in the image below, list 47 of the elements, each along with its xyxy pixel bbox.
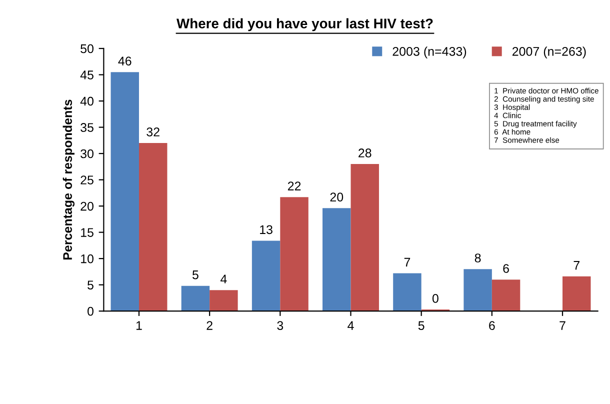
data-label: 28 — [358, 148, 372, 158]
x-tick-label: 4 — [348, 321, 354, 330]
y-tick-label: 0 — [88, 306, 94, 316]
y-tick-label: 25 — [80, 176, 94, 184]
y-axis-title: Percentage of respondents — [62, 100, 75, 260]
data-label: 7 — [404, 258, 410, 267]
x-tick-label: 5 — [418, 321, 424, 330]
bar — [492, 280, 520, 312]
y-tick-label: 50 — [80, 44, 94, 54]
data-label: 13 — [260, 225, 272, 234]
data-label: 32 — [146, 128, 160, 136]
chart-title: Where did you have your last HIV test? — [176, 18, 433, 32]
y-tick-label: 40 — [80, 96, 94, 106]
data-label: 4 — [220, 274, 227, 284]
data-label: 7 — [574, 261, 580, 270]
data-label: 22 — [288, 182, 301, 190]
bar — [138, 143, 168, 312]
x-tick-label: 6 — [489, 321, 495, 330]
y-tick-label: 45 — [80, 70, 94, 80]
data-label: 8 — [474, 254, 481, 262]
bar — [464, 269, 492, 312]
bar — [210, 290, 238, 312]
y-tick-label: 15 — [81, 228, 94, 237]
data-label: 5 — [192, 270, 198, 280]
bar — [393, 273, 422, 312]
y-tick-label: 35 — [80, 123, 94, 132]
x-tick-label: 2 — [206, 321, 212, 330]
legend-label: 2003 (n=433) — [392, 46, 466, 58]
x-tick-label: 1 — [136, 321, 142, 330]
y-tick-label: 10 — [81, 254, 94, 264]
y-tick-label: 30 — [80, 149, 94, 158]
bar — [562, 276, 591, 312]
data-label: 20 — [330, 192, 344, 202]
data-label: 6 — [503, 264, 509, 273]
x-tick-label: 3 — [277, 321, 284, 330]
bar — [181, 286, 210, 312]
bar — [110, 72, 139, 312]
legend-label: 2007 (n=263) — [512, 46, 586, 58]
data-label: 0 — [432, 294, 438, 303]
bar — [322, 208, 351, 312]
bar — [280, 197, 308, 312]
bar — [350, 164, 379, 312]
y-tick-label: 5 — [88, 280, 94, 290]
bar — [252, 240, 280, 312]
y-tick-label: 20 — [80, 202, 94, 211]
x-tick-label: 7 — [560, 321, 566, 330]
data-label: 46 — [118, 56, 132, 66]
